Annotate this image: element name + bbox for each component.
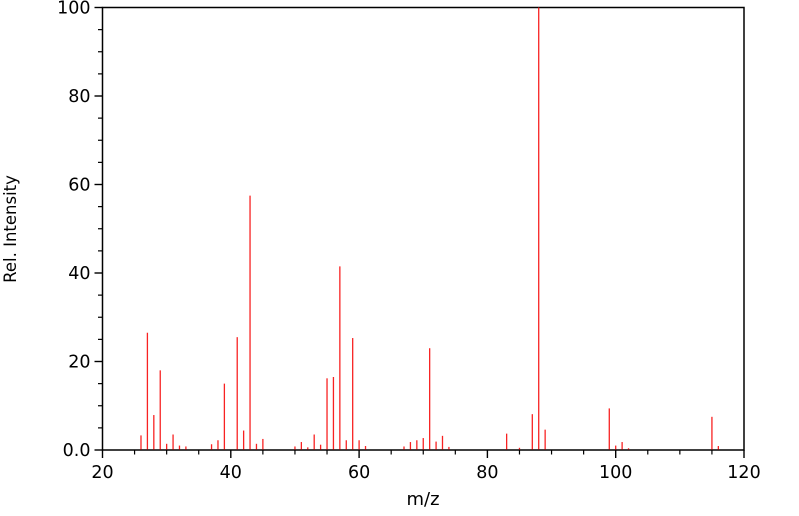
y-tick-label: 100 (57, 0, 90, 19)
y-tick-label: 40 (68, 264, 90, 284)
x-tick-label: 120 (727, 463, 760, 483)
spectrum-peaks-group (140, 7, 719, 450)
y-tick-label: 60 (68, 176, 90, 196)
x-axis-label: m/z (406, 489, 439, 510)
y-axis-label: Rel. Intensity (1, 175, 20, 283)
x-tick-label: 80 (476, 463, 498, 483)
x-tick-label: 40 (220, 463, 242, 483)
x-tick-label: 60 (348, 463, 370, 483)
y-tick-label: 0.0 (63, 441, 91, 461)
x-tick-label: 100 (599, 463, 632, 483)
plot-frame (101, 6, 745, 451)
y-tick-label: 80 (68, 87, 90, 107)
x-tick-label: 20 (91, 463, 113, 483)
y-tick-label: 20 (68, 353, 90, 373)
